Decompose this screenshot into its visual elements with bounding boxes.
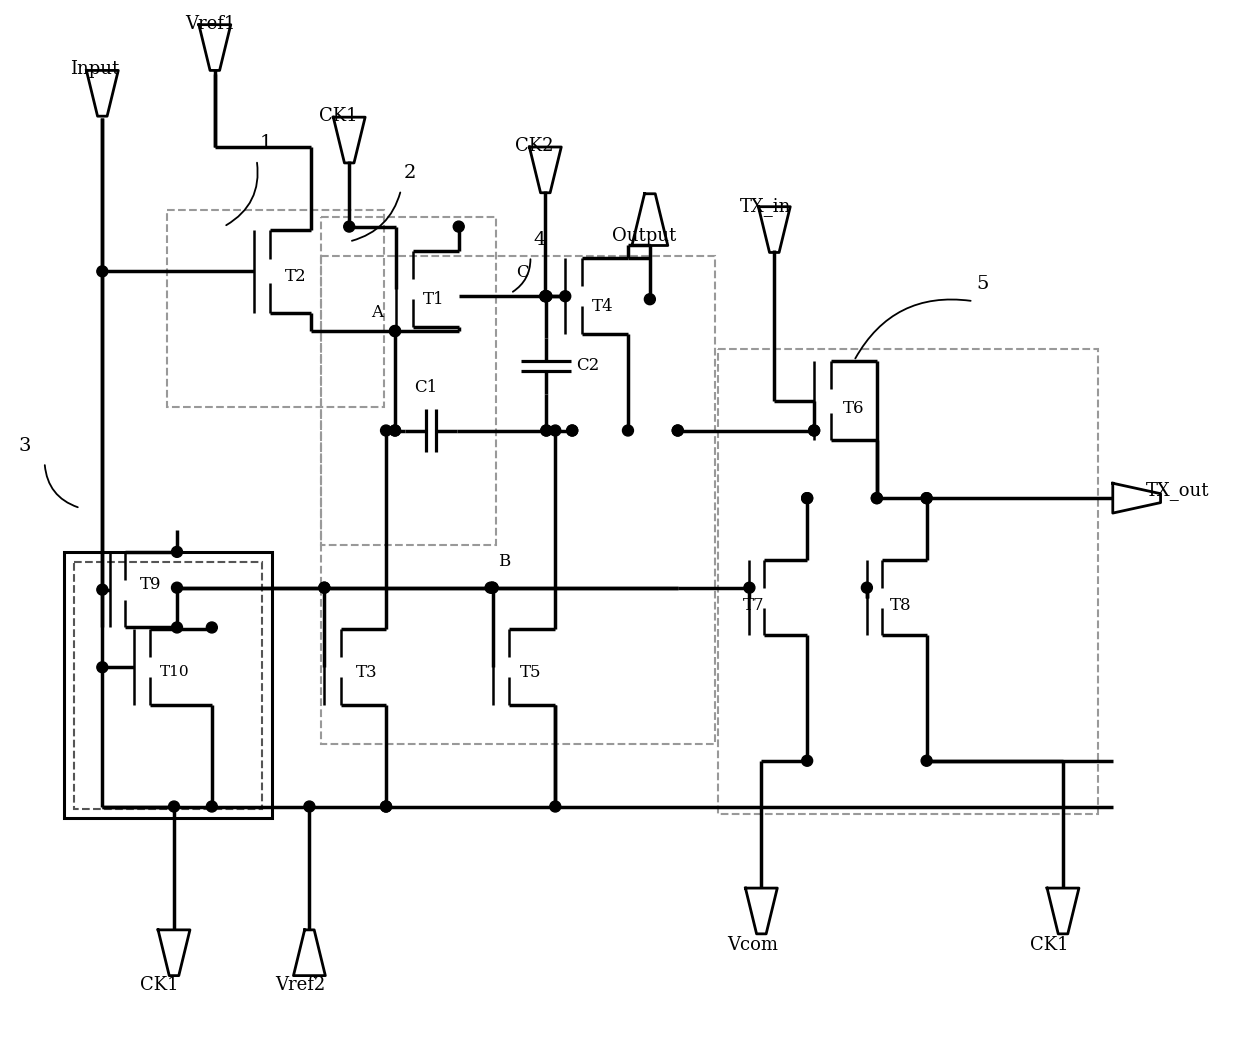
Circle shape — [487, 582, 498, 593]
Circle shape — [487, 582, 498, 593]
Circle shape — [921, 756, 932, 766]
Text: 5: 5 — [976, 275, 988, 293]
Circle shape — [567, 425, 578, 436]
Circle shape — [343, 221, 355, 232]
Circle shape — [802, 756, 812, 766]
Text: T9: T9 — [140, 577, 161, 593]
Circle shape — [319, 582, 330, 593]
Circle shape — [645, 294, 656, 305]
Circle shape — [304, 801, 315, 812]
Circle shape — [549, 801, 560, 812]
Bar — [321, 217, 496, 545]
Circle shape — [171, 546, 182, 558]
Circle shape — [921, 492, 932, 504]
Text: T5: T5 — [520, 664, 541, 681]
Circle shape — [381, 801, 392, 812]
Circle shape — [541, 291, 552, 301]
Circle shape — [97, 266, 108, 277]
Circle shape — [567, 425, 578, 436]
Circle shape — [672, 425, 683, 436]
Text: TX_out: TX_out — [1146, 481, 1209, 500]
Text: CK1: CK1 — [320, 108, 358, 125]
Circle shape — [549, 425, 560, 436]
Text: C1: C1 — [414, 378, 438, 395]
Text: T10: T10 — [160, 665, 190, 679]
Circle shape — [171, 622, 182, 633]
Bar — [64, 552, 272, 819]
Circle shape — [622, 425, 634, 436]
Circle shape — [454, 221, 464, 232]
Text: B: B — [498, 552, 511, 570]
Text: CK1: CK1 — [140, 976, 179, 994]
Text: TX_in: TX_in — [739, 197, 791, 216]
Bar — [718, 349, 1097, 815]
Circle shape — [872, 492, 883, 504]
Text: T8: T8 — [890, 597, 911, 614]
Text: Input: Input — [71, 60, 120, 78]
Circle shape — [672, 425, 683, 436]
Circle shape — [389, 326, 401, 336]
Circle shape — [541, 291, 552, 301]
Circle shape — [389, 326, 401, 336]
Text: T4: T4 — [593, 297, 614, 315]
Text: Output: Output — [613, 227, 676, 245]
Circle shape — [539, 291, 551, 301]
Text: T2: T2 — [284, 268, 306, 285]
Text: 1: 1 — [259, 134, 272, 152]
Circle shape — [171, 582, 182, 593]
Circle shape — [169, 801, 180, 812]
Text: C2: C2 — [577, 357, 599, 374]
Text: 3: 3 — [19, 437, 31, 455]
Text: Vref1: Vref1 — [185, 15, 236, 33]
Circle shape — [485, 582, 496, 593]
Text: T6: T6 — [843, 401, 864, 417]
Text: Vref2: Vref2 — [275, 976, 326, 994]
Bar — [167, 210, 384, 407]
Circle shape — [541, 425, 552, 436]
Circle shape — [802, 492, 812, 504]
Text: C: C — [516, 265, 528, 281]
Text: A: A — [371, 305, 383, 321]
Circle shape — [539, 291, 551, 301]
Circle shape — [389, 425, 401, 436]
Circle shape — [206, 801, 217, 812]
Circle shape — [381, 425, 392, 436]
Circle shape — [862, 582, 873, 593]
Circle shape — [744, 582, 755, 593]
Text: CK1: CK1 — [1030, 936, 1069, 954]
Text: 2: 2 — [404, 163, 417, 182]
Text: T3: T3 — [356, 664, 378, 681]
Bar — [321, 256, 714, 744]
Circle shape — [808, 425, 820, 436]
Text: T1: T1 — [423, 291, 444, 308]
Circle shape — [97, 662, 108, 672]
Circle shape — [97, 584, 108, 596]
Bar — [74, 562, 262, 808]
Circle shape — [921, 492, 932, 504]
Circle shape — [389, 425, 401, 436]
Text: CK2: CK2 — [516, 137, 554, 155]
Circle shape — [872, 492, 883, 504]
Circle shape — [381, 801, 392, 812]
Circle shape — [319, 582, 330, 593]
Circle shape — [206, 622, 217, 633]
Circle shape — [808, 425, 820, 436]
Circle shape — [559, 291, 570, 301]
Text: 4: 4 — [533, 232, 546, 250]
Circle shape — [541, 425, 552, 436]
Text: T7: T7 — [743, 597, 764, 614]
Circle shape — [802, 492, 812, 504]
Text: Vcom: Vcom — [728, 936, 779, 954]
